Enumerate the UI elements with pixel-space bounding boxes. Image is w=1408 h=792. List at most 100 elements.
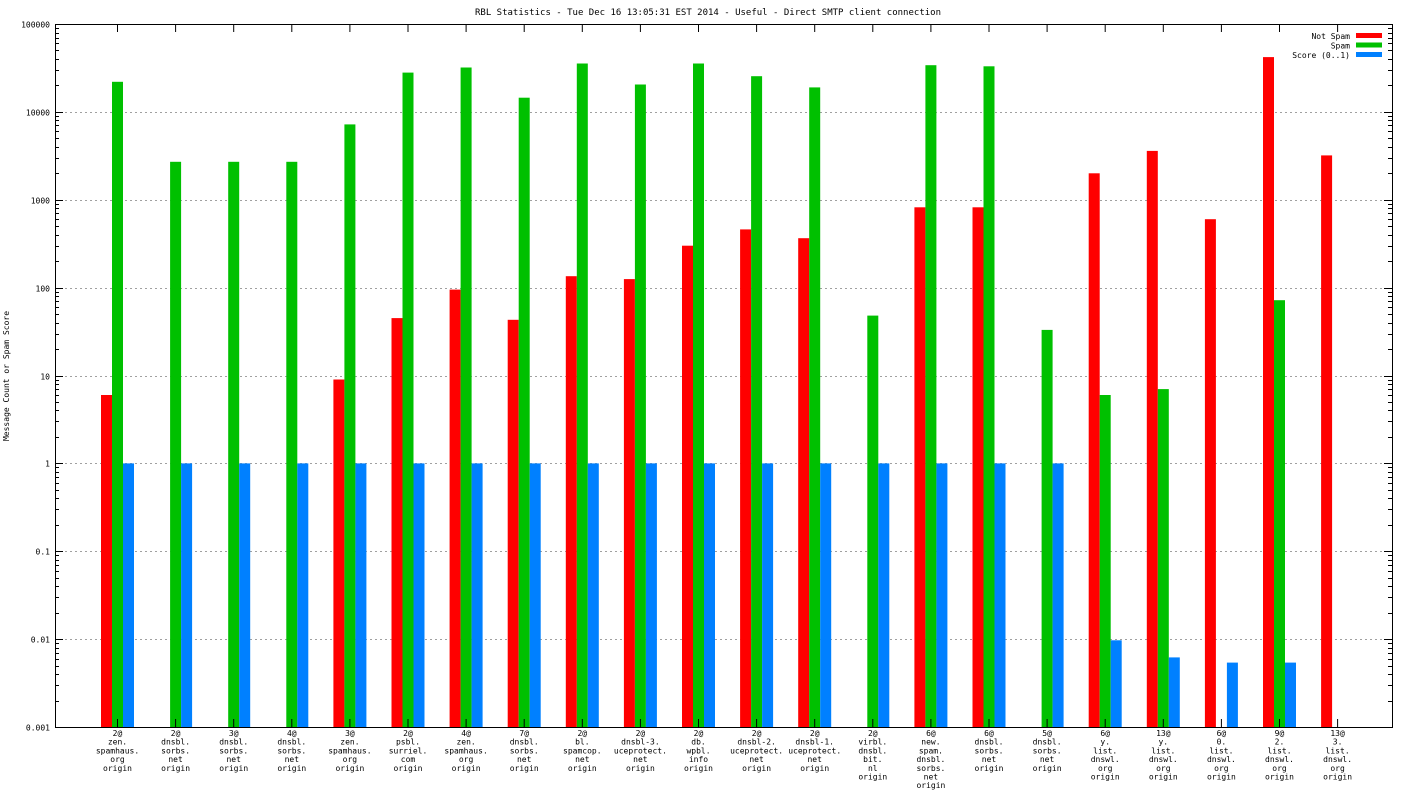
x-tick-label-line: origin bbox=[800, 764, 829, 773]
y-tick-label: 0.1 bbox=[36, 548, 51, 557]
x-tick-label-line: spamhaus. bbox=[444, 746, 487, 755]
y-tick-label: 0.01 bbox=[31, 636, 50, 645]
y-tick-label: 0.001 bbox=[26, 724, 50, 733]
x-tick-label-line: uceprotect. bbox=[788, 746, 841, 755]
bar-score-0-1 bbox=[1226, 662, 1238, 727]
bars bbox=[101, 57, 1333, 728]
bar-score-0-1 bbox=[1285, 662, 1296, 727]
bar-score-0-1 bbox=[471, 463, 483, 727]
x-tick-label-line: net bbox=[633, 755, 648, 764]
legend-label: Not Spam bbox=[1311, 32, 1350, 41]
legend-swatch bbox=[1356, 42, 1382, 48]
bar-not-spam bbox=[1204, 219, 1216, 727]
x-tick-label-line: origin bbox=[1149, 773, 1178, 782]
x-tick-label-line: 9@ bbox=[1275, 729, 1285, 738]
x-tick-label-line: nl bbox=[868, 764, 878, 773]
bar-not-spam bbox=[914, 207, 926, 728]
legend-swatch bbox=[1356, 33, 1382, 38]
x-tick-label-line: dnsbl-3. bbox=[621, 738, 660, 747]
x-tick-label-line: dnsbl. bbox=[975, 738, 1004, 747]
x-tick-label-line: list. bbox=[1326, 746, 1350, 755]
x-tick-label-line: dnswl. bbox=[1265, 755, 1294, 764]
x-tick-label-line: origin bbox=[1265, 773, 1294, 782]
x-tick-label-line: origin bbox=[1323, 773, 1352, 782]
x-tick-label: 2@ virbl. dnsbl. bit. nl origin bbox=[858, 729, 887, 782]
x-tick-label-line: 6@ bbox=[926, 729, 936, 738]
bar-not-spam bbox=[798, 238, 810, 727]
bar-score-0-1 bbox=[1110, 640, 1122, 727]
legend-swatch bbox=[1356, 52, 1382, 57]
x-tick-label-line: net bbox=[749, 755, 764, 764]
x-tick-label-line: org bbox=[1098, 764, 1113, 773]
bar-score-0-1 bbox=[994, 463, 1006, 727]
bar-score-0-1 bbox=[123, 463, 134, 727]
x-tick-label: 2@ dnsbl-3. uceprotect. net origin bbox=[614, 729, 667, 773]
x-tick-label-line: net bbox=[575, 755, 590, 764]
x-tick-label-line: sorbs. bbox=[916, 764, 945, 773]
bar-spam bbox=[228, 161, 240, 728]
bar-spam bbox=[809, 87, 821, 727]
x-tick-label-line: origin bbox=[103, 764, 132, 773]
bar-score-0-1 bbox=[413, 463, 425, 727]
x-tick-label-line: dnsbl. bbox=[1033, 738, 1062, 747]
x-tick-label-line: 2@ bbox=[113, 729, 123, 738]
bar-not-spam bbox=[101, 395, 112, 727]
x-tick-label-line: y. bbox=[1158, 738, 1168, 747]
bar-score-0-1 bbox=[936, 463, 948, 727]
bar-score-0-1 bbox=[587, 463, 599, 727]
x-tick-label-line: 0. bbox=[1217, 738, 1227, 747]
x-tick-label-line: sorbs. bbox=[219, 746, 248, 755]
x-tick-label-line: surriel. bbox=[389, 746, 428, 755]
bar-spam bbox=[1099, 395, 1111, 727]
x-tick-label-line: 3@ bbox=[345, 729, 355, 738]
x-tick-label-line: list. bbox=[1267, 746, 1291, 755]
bar-score-0-1 bbox=[704, 463, 715, 727]
x-tick-label-line: dnswl. bbox=[1149, 755, 1178, 764]
x-tick-label-line: 6@ bbox=[1217, 729, 1227, 738]
x-tick-label-line: zen. bbox=[108, 738, 127, 747]
x-tick-label-line: list. bbox=[1151, 746, 1175, 755]
x-tick-label: 3@ zen. spamhaus. org origin bbox=[328, 729, 371, 773]
bar-not-spam bbox=[1321, 155, 1333, 727]
x-tick-label-line: 4@ bbox=[287, 729, 297, 738]
x-tick-label-line: spamhaus. bbox=[328, 746, 371, 755]
x-tick-label-line: origin bbox=[1207, 773, 1236, 782]
bar-spam bbox=[1041, 329, 1053, 727]
bar-score-0-1 bbox=[762, 463, 774, 727]
x-tick-label-line: org bbox=[1156, 764, 1171, 773]
x-tick-label-line: origin bbox=[975, 764, 1004, 773]
x-tick-label-line: wpbl. bbox=[686, 746, 710, 755]
x-tick-label-line: origin bbox=[1033, 764, 1062, 773]
bar-not-spam bbox=[391, 318, 403, 727]
x-tick-label-line: origin bbox=[1091, 773, 1120, 782]
x-tick-label: 2@ zen. spamhaus. org origin bbox=[96, 729, 139, 773]
x-tick-label: 6@ 0. list. dnswl. org origin bbox=[1207, 729, 1236, 782]
x-tick-label: 5@ dnsbl. sorbs. net origin bbox=[1033, 729, 1062, 773]
x-tick-label-line: net bbox=[517, 755, 532, 764]
y-axis-label: Message Count or Spam Score bbox=[2, 311, 11, 441]
x-tick-label-line: sorbs. bbox=[1033, 746, 1062, 755]
x-tick-label-line: new. bbox=[921, 738, 940, 747]
bar-spam bbox=[460, 67, 472, 727]
x-tick-label-line: zen. bbox=[456, 738, 475, 747]
legend-label: Spam bbox=[1331, 42, 1350, 51]
x-tick-label-line: origin bbox=[219, 764, 248, 773]
x-tick-label-line: origin bbox=[161, 764, 190, 773]
x-tick-label-line: dnsbl-2. bbox=[737, 738, 776, 747]
x-tick-label: 2@ db. wpbl. info origin bbox=[684, 729, 713, 773]
x-tick-label-line: org bbox=[1214, 764, 1229, 773]
bar-score-0-1 bbox=[297, 463, 309, 727]
x-tick-label-line: zen. bbox=[340, 738, 359, 747]
bar-score-0-1 bbox=[645, 463, 657, 727]
x-tick-label-line: sorbs. bbox=[975, 746, 1004, 755]
x-tick-label: 6@ new. spam. dnsbl. sorbs. net origin bbox=[916, 729, 945, 790]
grid bbox=[55, 112, 1392, 640]
bar-not-spam bbox=[449, 289, 461, 727]
x-tick-label-line: sorbs. bbox=[277, 746, 306, 755]
y-tick-label: 10 bbox=[40, 373, 50, 382]
x-tick-label: 3@ dnsbl. sorbs. net origin bbox=[219, 729, 248, 773]
y-tick-label: 1 bbox=[45, 460, 50, 469]
bar-spam bbox=[344, 124, 356, 727]
x-tick-label-line: dnsbl. bbox=[161, 738, 190, 747]
x-tick-label: 4@ zen. spamhaus. org origin bbox=[444, 729, 487, 773]
